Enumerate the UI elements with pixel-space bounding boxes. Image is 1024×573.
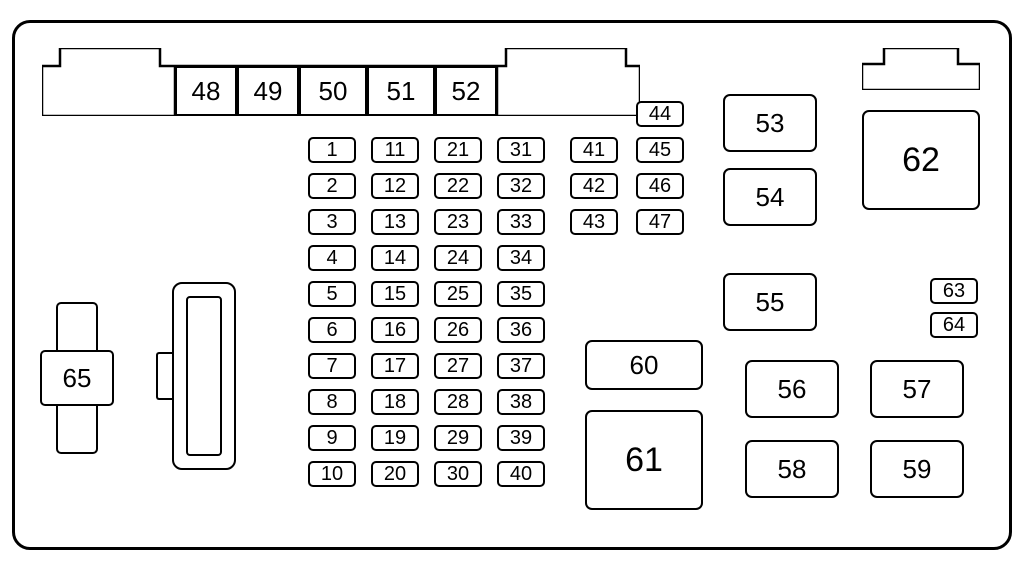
fuse-38: 38 (497, 389, 545, 415)
fuse-1: 1 (308, 137, 356, 163)
fuse-41: 41 (570, 137, 618, 163)
fuse-30: 30 (434, 461, 482, 487)
connector-tab (156, 352, 172, 400)
fuse-29: 29 (434, 425, 482, 451)
fuse-9: 9 (308, 425, 356, 451)
fuse-19: 19 (371, 425, 419, 451)
fuse-28: 28 (434, 389, 482, 415)
fuse-3: 3 (308, 209, 356, 235)
relay-60: 60 (585, 340, 703, 390)
fuse-11: 11 (371, 137, 419, 163)
relay-62: 62 (862, 110, 980, 210)
fuse-34: 34 (497, 245, 545, 271)
fuse-33: 33 (497, 209, 545, 235)
fuse-44: 44 (636, 101, 684, 127)
relay-61: 61 (585, 410, 703, 510)
fuse-31: 31 (497, 137, 545, 163)
fuse-39: 39 (497, 425, 545, 451)
relay-56: 56 (745, 360, 839, 418)
fuse-7: 7 (308, 353, 356, 379)
fuse-35: 35 (497, 281, 545, 307)
top-right-clip (862, 48, 980, 90)
fuse-14: 14 (371, 245, 419, 271)
fuse-45: 45 (636, 137, 684, 163)
fuse-27: 27 (434, 353, 482, 379)
fuse-47: 47 (636, 209, 684, 235)
top-cell-51: 51 (367, 66, 435, 116)
relay-55: 55 (723, 273, 817, 331)
fuse-36: 36 (497, 317, 545, 343)
fuse-25: 25 (434, 281, 482, 307)
fuse-22: 22 (434, 173, 482, 199)
slot-65-top (56, 302, 98, 350)
relay-58: 58 (745, 440, 839, 498)
fuse-32: 32 (497, 173, 545, 199)
slot-65-body: 65 (40, 350, 114, 406)
fuse-43: 43 (570, 209, 618, 235)
relay-64: 64 (930, 312, 978, 338)
fuse-24: 24 (434, 245, 482, 271)
fuse-18: 18 (371, 389, 419, 415)
fuse-20: 20 (371, 461, 419, 487)
fuse-21: 21 (434, 137, 482, 163)
relay-53: 53 (723, 94, 817, 152)
fuse-17: 17 (371, 353, 419, 379)
top-cell-50: 50 (299, 66, 367, 116)
fuse-8: 8 (308, 389, 356, 415)
fuse-10: 10 (308, 461, 356, 487)
fuse-23: 23 (434, 209, 482, 235)
connector-inner (186, 296, 222, 456)
fuse-16: 16 (371, 317, 419, 343)
fuse-15: 15 (371, 281, 419, 307)
fuse-2: 2 (308, 173, 356, 199)
fuse-42: 42 (570, 173, 618, 199)
fuse-26: 26 (434, 317, 482, 343)
fuse-12: 12 (371, 173, 419, 199)
fuse-5: 5 (308, 281, 356, 307)
relay-54: 54 (723, 168, 817, 226)
top-cell-48: 48 (175, 66, 237, 116)
top-cell-49: 49 (237, 66, 299, 116)
fuse-4: 4 (308, 245, 356, 271)
fuse-37: 37 (497, 353, 545, 379)
fuse-46: 46 (636, 173, 684, 199)
fuse-40: 40 (497, 461, 545, 487)
fuse-13: 13 (371, 209, 419, 235)
relay-63: 63 (930, 278, 978, 304)
fuse-6: 6 (308, 317, 356, 343)
relay-57: 57 (870, 360, 964, 418)
top-cell-52: 52 (435, 66, 497, 116)
slot-65-bottom (56, 406, 98, 454)
relay-59: 59 (870, 440, 964, 498)
